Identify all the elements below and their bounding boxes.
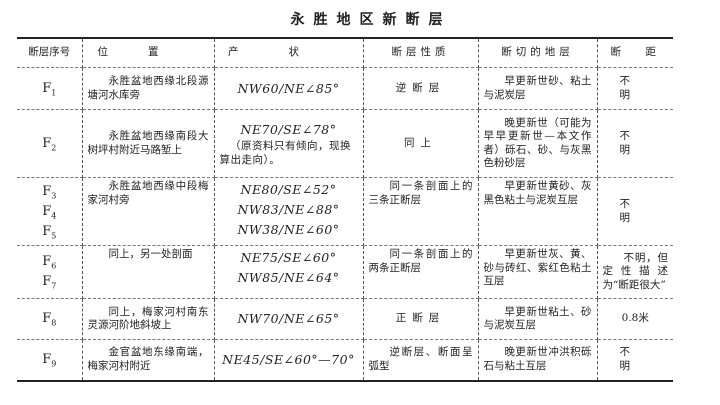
fault-id-letter: F <box>42 351 52 367</box>
header-row: 断层序号 位置 产状 断层性质 断切的地层 断距 <box>17 38 673 68</box>
attitude-value: NW38/NE∠60° <box>237 222 340 237</box>
attitude-cell: NW60/NE∠85° <box>213 67 364 110</box>
location-cell: 永胜盆地西缘北段源塘河水库旁 <box>81 67 215 110</box>
throw-cell: 不明 <box>596 339 673 382</box>
attitude-value: NW85/NE∠64° <box>237 270 340 285</box>
fault-id-cell: F3 F4 F5 <box>17 177 83 246</box>
nature-cell: 同一条剖面上的三条正断层 <box>362 177 479 246</box>
header-strata: 断切的地层 <box>477 38 598 68</box>
attitude-cell: NW70/NE∠65° <box>213 298 364 340</box>
header-throw-a: 断 <box>610 46 625 59</box>
fault-id-cell: F6 F7 <box>17 245 83 299</box>
attitude-cell: NE75/SE∠60° NW85/NE∠64° <box>213 245 364 299</box>
nature-cell: 逆断层、断面呈弧型 <box>362 339 479 382</box>
fault-id-letter: F <box>42 223 52 239</box>
attitude-value: NW70/NE∠65° <box>237 311 340 326</box>
fault-id-cell: F1 <box>17 67 83 110</box>
fault-id: F8 <box>22 309 77 329</box>
attitude-value: NE80/SE∠52° <box>240 182 337 197</box>
fault-id-cell: F2 <box>17 109 83 178</box>
fault-id-number: 6 <box>51 261 57 271</box>
attitude-value: NE75/SE∠60° <box>240 250 337 265</box>
strata-cell: 晚更新世（可能为早早更新世—本文作者）砾石、砂、与灰黑色粉砂层 <box>477 109 598 178</box>
nature-cell: 正断层 <box>362 298 479 340</box>
fault-id-cell: F8 <box>17 298 83 340</box>
location-cell: 金官盆地东缘南端，梅家河村附近 <box>81 339 215 382</box>
table-title: 永胜地区新断层 <box>290 12 452 28</box>
throw-cell: 不明 <box>596 177 673 246</box>
table-row: F8 同上，梅家河村南东灵源河阶地斜坡上 NW70/NE∠65° 正断层 早更新世粘土、… <box>17 298 673 340</box>
fault-id: F1 <box>22 79 77 99</box>
fault-id-number: 9 <box>51 359 57 369</box>
location-cell: 永胜盆地西缘中段梅家河村旁 <box>81 177 215 246</box>
fault-id: F9 <box>22 350 77 370</box>
attitude-value: NE70/SE∠78° <box>240 122 337 137</box>
fault-id: F5 <box>22 222 77 242</box>
attitude-cell: NE70/SE∠78° （原资料只有倾向，现换算出走向）。 <box>213 109 364 178</box>
header-throw-b: 距 <box>645 46 660 59</box>
strata-cell: 早更新世黄砂、灰黑色粘土与泥炭互层 <box>477 177 598 246</box>
fault-id-letter: F <box>42 254 52 269</box>
fault-id-number: 3 <box>51 191 57 201</box>
fault-id-letter: F <box>42 274 52 289</box>
location-cell: 永胜盆地西缘南段大树坪村附近马路堑上 <box>81 109 215 178</box>
nature-cell: 逆断层 <box>362 67 479 110</box>
attitude-cell: NE80/SE∠52° NW83/NE∠88° NW38/NE∠60° <box>213 177 364 246</box>
throw-cell: 不明 <box>596 67 673 110</box>
nature-cell: 同上 <box>362 109 479 178</box>
attitude-cell: NE45/SE∠60°—70° <box>213 339 364 382</box>
fault-id-number: 5 <box>51 231 57 241</box>
header-attitude: 产状 <box>213 38 364 68</box>
fault-id-number: 1 <box>51 88 57 98</box>
strata-cell: 晚更新世冲洪积砾石与粘土互层 <box>477 339 598 382</box>
location-cell: 同上，另一处剖面 <box>81 245 215 299</box>
attitude-value: NW60/NE∠85° <box>237 80 340 96</box>
header-nature: 断层性质 <box>362 38 479 68</box>
table-row: F1 永胜盆地西缘北段源塘河水库旁 NW60/NE∠85° 逆断层 早更新世砂、粘土与泥… <box>17 67 673 110</box>
fault-id-letter: F <box>42 80 52 96</box>
nature-cell: 同一条剖面上的两条正断层 <box>362 245 479 299</box>
location-cell: 同上，梅家河村南东灵源河阶地斜坡上 <box>81 298 215 340</box>
fault-id-letter: F <box>42 135 52 151</box>
header-location: 位置 <box>81 38 215 68</box>
fault-id-number: 7 <box>51 281 57 291</box>
fault-id: F3 <box>22 182 77 202</box>
fault-id-letter: F <box>42 203 52 219</box>
fault-id-number: 4 <box>51 211 57 221</box>
fault-id: F2 <box>22 134 77 154</box>
fault-id: F7 <box>22 272 77 292</box>
attitude-value: NE45/SE∠60°—70° <box>222 351 355 367</box>
table-row: F2 永胜盆地西缘南段大树坪村附近马路堑上 NE70/SE∠78° （原资料只有倾向，… <box>17 109 673 178</box>
table-row: F3 F4 F5 永胜盆地西缘中段梅家河村旁 NE80/SE∠52° NW83/NE∠88… <box>17 177 673 246</box>
table-row: F9 金官盆地东缘南端，梅家河村附近 NE45/SE∠60°—70° 逆断层、断面呈弧… <box>17 339 673 382</box>
fault-id: F6 <box>22 252 77 272</box>
attitude-value: NW83/NE∠88° <box>237 202 340 217</box>
header-throw: 断距 <box>596 38 673 68</box>
strata-cell: 早更新世灰、黄、砂与砖红、紫红色粘土互层 <box>477 245 598 299</box>
table-row: F6 F7 同上，另一处剖面 NE75/SE∠60° NW85/NE∠64° 同一条剖面上… <box>17 245 673 299</box>
throw-cell: 不明，但定性描述为“断距很大” <box>596 245 673 299</box>
fault-id-cell: F9 <box>17 339 83 382</box>
fault-id-number: 2 <box>51 143 57 153</box>
throw-cell: 不明 <box>596 109 673 178</box>
header-id: 断层序号 <box>17 38 83 68</box>
fault-id-number: 8 <box>51 318 57 328</box>
fault-table: 断层序号 位置 产状 断层性质 断切的地层 断距 F1 永胜盆地西缘北段源塘河水库… <box>17 37 673 382</box>
throw-cell: 0.8米 <box>596 298 673 340</box>
strata-cell: 早更新世粘土、砂与泥炭互层 <box>477 298 598 340</box>
strata-cell: 早更新世砂、粘土与泥炭层 <box>477 67 598 110</box>
fault-id-letter: F <box>42 311 52 326</box>
fault-id-letter: F <box>42 183 52 199</box>
fault-id: F4 <box>22 202 77 222</box>
attitude-note: （原资料只有倾向，现换算出走向）。 <box>219 140 351 166</box>
